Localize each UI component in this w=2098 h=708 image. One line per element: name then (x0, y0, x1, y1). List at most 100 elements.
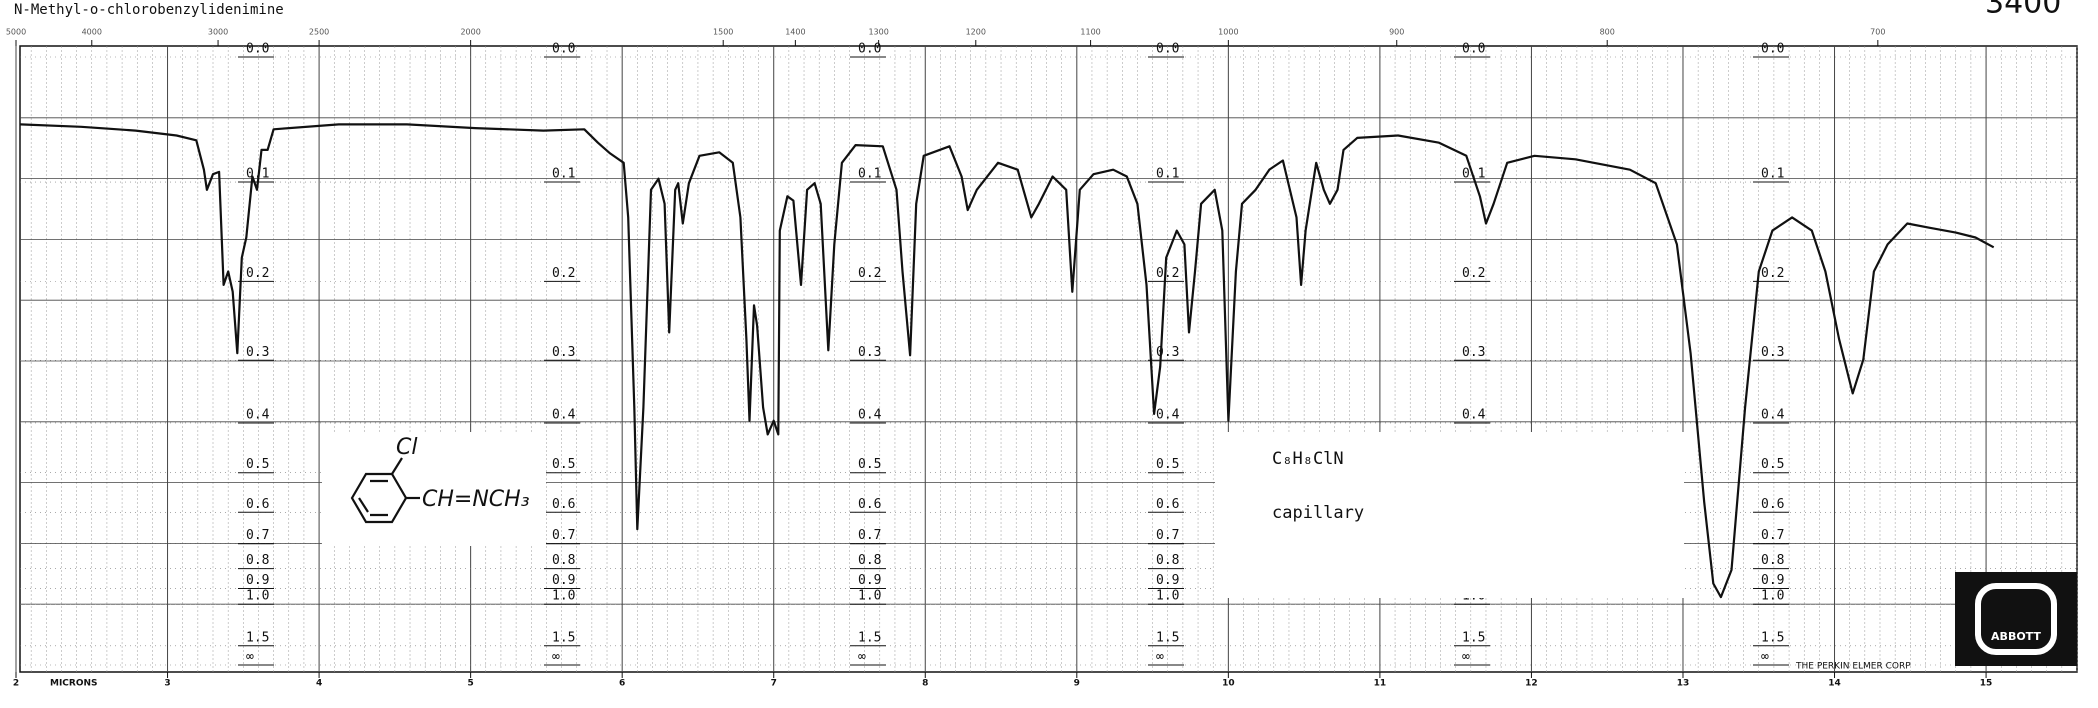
y-tick-label: 0.3 (552, 345, 575, 360)
structure-box (322, 432, 546, 546)
x2-tick-label: 5000 (6, 28, 26, 37)
x2-tick-label: 1300 (868, 28, 888, 37)
y-tick-label: 0.5 (1761, 457, 1784, 472)
ring-bond (358, 497, 369, 513)
y-tick-label: 1.0 (246, 589, 269, 604)
y-tick-label: 0.2 (552, 266, 575, 281)
y-tick-label: 0.9 (1156, 573, 1179, 588)
y-tick-label: 0.0 (1761, 42, 1784, 57)
y-tick-label: 0.7 (552, 528, 575, 543)
sample-type: capillary (1272, 503, 1364, 523)
y-tick-label: 0.5 (858, 457, 881, 472)
y-tick-label: ∞ (858, 650, 866, 665)
y-tick-label: 0.8 (858, 553, 881, 568)
y-tick-label: 0.4 (1462, 407, 1486, 422)
y-tick-label: 0.6 (552, 497, 575, 512)
spectrum-line (20, 123, 1995, 599)
y-tick-label: 1.5 (552, 630, 575, 645)
y-tick-label: ∞ (1761, 650, 1769, 665)
y-tick-label: 0.3 (858, 345, 881, 360)
y-tick-label: 0.8 (1156, 553, 1179, 568)
structure-label: Cl (396, 435, 417, 460)
x-tick-label: 12 (1525, 679, 1538, 689)
logo-text: ABBOTT (1991, 630, 2041, 643)
y-tick-label: 1.5 (858, 630, 881, 645)
catalog-number: 3400 (1985, 0, 2061, 21)
x-tick-label: 4 (316, 679, 322, 689)
y-tick-label: 0.9 (1761, 573, 1784, 588)
y-tick-label: 0.2 (1462, 266, 1485, 281)
x2-tick-label: 700 (1870, 28, 1885, 37)
publisher: THE PERKIN ELMER CORP (1795, 662, 1911, 672)
y-tick-label: 0.1 (1462, 167, 1485, 182)
y-tick-label: 0.2 (858, 266, 881, 281)
y-tick-label: 0.6 (858, 497, 881, 512)
y-tick-label: 1.0 (1156, 589, 1179, 604)
x-tick-label: 3 (164, 679, 170, 689)
y-tick-label: 0.4 (246, 407, 270, 422)
y-tick-label: 0.8 (552, 553, 575, 568)
y-tick-label: 1.5 (246, 630, 269, 645)
x-tick-label: 5 (467, 679, 473, 689)
y-tick-label: 1.5 (1156, 630, 1179, 645)
x-tick-label: 9 (1074, 679, 1080, 689)
x-axis-label: MICRONS (50, 679, 98, 689)
labels: 0.0 0.0 0.0 0.0 0.0 0.00.1 0.1 0.1 0.1 0.1 0.10.2 0… (6, 28, 1993, 689)
structure (350, 457, 420, 524)
x-tick-label: 14 (1828, 679, 1841, 689)
y-tick-label: 0.0 (246, 42, 269, 57)
y-tick-label: 0.0 (1462, 42, 1485, 57)
x2-tick-label: 3000 (208, 28, 228, 37)
y-tick-label: 0.2 (246, 266, 269, 281)
y-tick-label: 0.4 (1156, 407, 1180, 422)
y-tick-label: 0.9 (858, 573, 881, 588)
y-tick-label: 1.5 (1761, 630, 1784, 645)
y-tick-label: 0.4 (552, 407, 576, 422)
y-tick-label: ∞ (1462, 650, 1470, 665)
y-tick-label: 0.1 (552, 167, 575, 182)
y-tick-label: 0.1 (1761, 167, 1784, 182)
structure-label: CH=NCH₃ (422, 487, 530, 512)
y-tick-label: 1.0 (858, 589, 881, 604)
y-tick-label: 0.4 (1761, 407, 1785, 422)
boxes: Cl CH=NCH₃ C₈H₈ClN capillary (322, 432, 1684, 598)
chart-title: N-Methyl-o-chlorobenzylidenimine (14, 2, 284, 18)
x-tick-label: 6 (619, 679, 625, 689)
x-tick-label: 8 (922, 679, 928, 689)
y-tick-label: 0.8 (246, 553, 269, 568)
y-tick-label: 0.0 (552, 42, 575, 57)
formula-box (1215, 432, 1684, 598)
y-tick-label: 0.7 (246, 528, 269, 543)
x2-tick-label: 1100 (1080, 28, 1100, 37)
y-tick-label: ∞ (246, 650, 254, 665)
curve-layer (20, 123, 1995, 599)
y-tick-label: 0.3 (1156, 345, 1179, 360)
y-tick-label: 0.6 (246, 497, 269, 512)
x2-tick-label: 1500 (713, 28, 733, 37)
x-tick-label: 2 (13, 679, 19, 689)
x-tick-label: 15 (1980, 679, 1993, 689)
y-tick-label: 0.8 (1761, 553, 1784, 568)
y-tick-label: 0.9 (246, 573, 269, 588)
cl-bond (391, 457, 403, 475)
x2-tick-label: 1200 (966, 28, 986, 37)
x2-tick-label: 800 (1600, 28, 1615, 37)
x-tick-label: 11 (1374, 679, 1387, 689)
y-tick-label: 0.5 (1156, 457, 1179, 472)
x2-tick-label: 4000 (82, 28, 102, 37)
y-tick-label: 1.0 (1761, 589, 1784, 604)
y-tick-label: 0.5 (552, 457, 575, 472)
x-tick-label: 10 (1222, 679, 1235, 689)
y-tick-label: 0.0 (1156, 42, 1179, 57)
x-tick-label: 13 (1677, 679, 1690, 689)
y-tick-label: 1.0 (552, 589, 575, 604)
y-tick-label: 0.7 (1156, 528, 1179, 543)
y-tick-label: 0.4 (858, 407, 882, 422)
y-tick-label: 0.1 (858, 167, 881, 182)
y-tick-label: 0.3 (1462, 345, 1485, 360)
y-tick-label: 0.5 (246, 457, 269, 472)
y-tick-label: ∞ (552, 650, 560, 665)
y-tick-label: 0.2 (1761, 266, 1784, 281)
